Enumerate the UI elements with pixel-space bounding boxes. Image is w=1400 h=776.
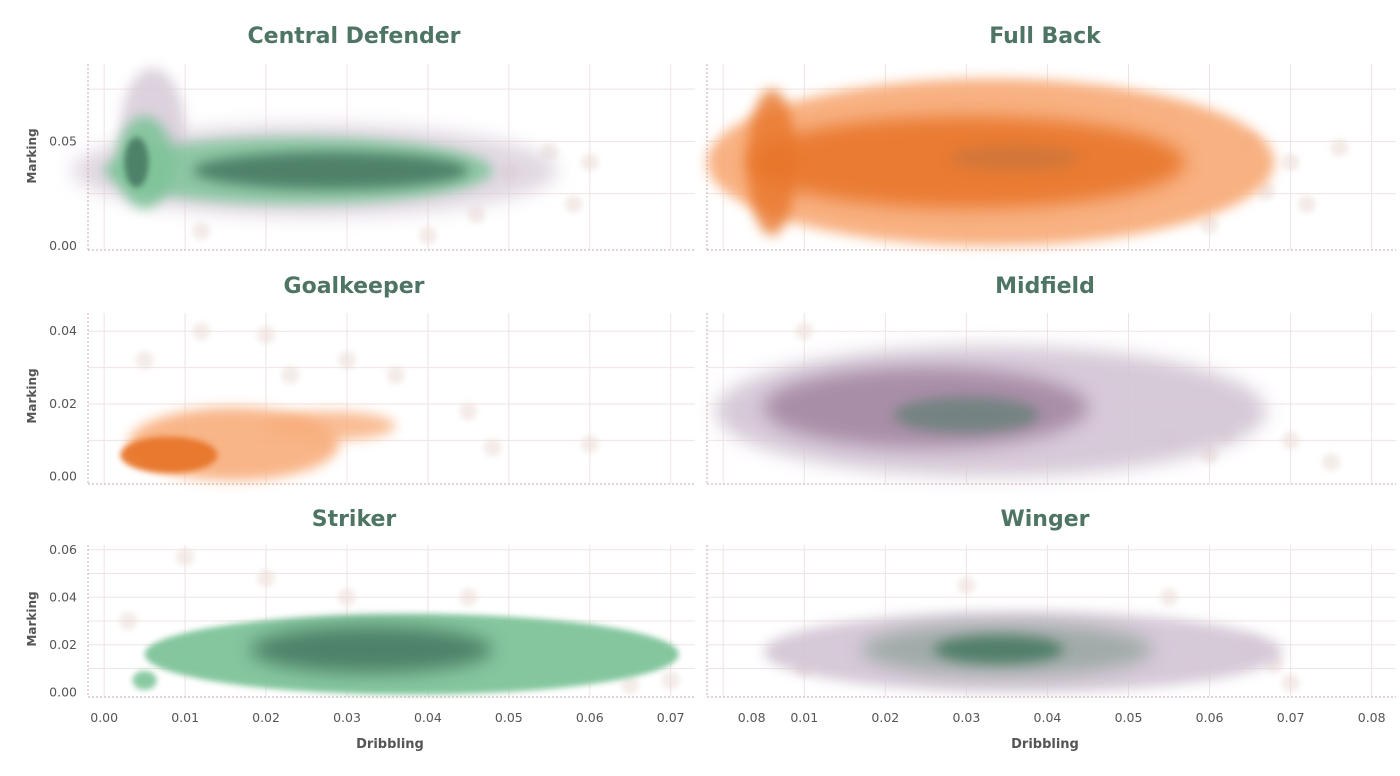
scatter-halo-point [257, 569, 276, 588]
scatter-halo-point [483, 438, 502, 457]
x-tick-label: 0.07 [657, 710, 685, 725]
panel-goalkeeper: 0.00 0.02 0.04 [49, 313, 695, 485]
x-tick-label: 0.05 [495, 710, 523, 725]
scatter-halo-point [580, 434, 599, 453]
scatter-halo-point [467, 205, 486, 224]
x-tick-label: 0.01 [171, 710, 199, 725]
scatter-halo-point [661, 671, 680, 690]
x-tick-label: 0.06 [576, 710, 604, 725]
chart-title-winger: Winger [1000, 507, 1090, 532]
panel-winger: 0.01 0.02 0.03 0.04 0.05 0.06 0.07 0.08 [706, 545, 1396, 725]
scatter-halo-point [119, 612, 138, 630]
scatter-halo-point [176, 547, 195, 566]
scatter-halo-point [386, 365, 405, 384]
scatter-halo-point [281, 365, 300, 384]
scatter-halo-point [257, 325, 276, 344]
x-tick-label: 0.04 [1034, 710, 1062, 725]
x-tick-label: 0.03 [333, 710, 361, 725]
density-cluster [120, 436, 218, 474]
density-cluster [124, 137, 149, 188]
y-tick-label: 0.04 [49, 323, 77, 338]
panel-midfield [706, 313, 1396, 485]
scatter-halo-point [1281, 153, 1300, 172]
density-cluster [193, 151, 469, 190]
density-cluster [249, 625, 493, 674]
scatter-halo-point [564, 195, 583, 214]
y-tick-label: 0.02 [49, 396, 77, 411]
x-tick-label: 0.02 [871, 710, 899, 725]
panel-striker: 0.00 0.02 0.04 0.06 0.00 0.01 0.02 0.03 0.04 0.05… [49, 542, 765, 725]
scatter-halo-point [1297, 195, 1316, 214]
x-axis-label-striker: Dribbling [356, 737, 424, 752]
x-tick-label: 0.08 [1358, 710, 1386, 725]
density-cluster [950, 145, 1080, 171]
density-cluster [132, 670, 157, 690]
density-cluster [266, 411, 396, 441]
scatter-halo-point [1160, 588, 1179, 607]
scatter-halo-point [1281, 673, 1300, 692]
scatter-halo-point [418, 226, 437, 245]
density-cluster [893, 396, 1040, 434]
scatter-halo-point [135, 351, 154, 370]
x-tick-label: 0.04 [414, 710, 442, 725]
chart-title-midfield: Midfield [995, 274, 1095, 299]
x-tick-label: 0.02 [252, 710, 280, 725]
scatter-halo-point [1322, 453, 1341, 472]
scatter-halo-point [192, 322, 211, 341]
density-cluster [747, 89, 797, 236]
y-tick-label: 0.02 [49, 637, 77, 652]
scatter-halo-point [1281, 431, 1300, 450]
scatter-halo-point [459, 402, 478, 421]
x-tick-label: 0.06 [1196, 710, 1224, 725]
scatter-halo-point [337, 351, 356, 370]
chart-title-full-back: Full Back [989, 24, 1101, 49]
chart-title-striker: Striker [311, 507, 397, 532]
chart-title-goalkeeper: Goalkeeper [283, 274, 425, 299]
x-tick-label: 0.03 [952, 710, 980, 725]
panel-central-defender: 0.00 0.05 [49, 64, 695, 253]
y-tick-label: 0.00 [49, 469, 77, 484]
scatter-halo-point [621, 676, 640, 695]
x-tick-label: 0.05 [1115, 710, 1143, 725]
density-cluster [933, 635, 1064, 664]
y-tick-label: 0.00 [49, 684, 77, 699]
x-tick-label: 0.01 [790, 710, 818, 725]
scatter-halo-point [580, 153, 599, 172]
x-tick-label: 0.07 [1277, 710, 1305, 725]
scatter-halo-point [957, 576, 976, 595]
y-tick-label: 0.04 [49, 589, 77, 604]
x-tick-label: 0.00 [90, 710, 118, 725]
panel-full-back [706, 64, 1396, 251]
scatter-halo-point [459, 588, 478, 607]
scatter-halo-point [795, 322, 814, 341]
scatter-halo-point [192, 222, 211, 241]
scatter-halo-point [1257, 182, 1276, 201]
scatter-halo-point [1200, 215, 1219, 234]
y-tick-label: 0.00 [49, 238, 77, 253]
y-tick-label: 0.06 [49, 542, 77, 557]
scatter-halo-point [1330, 138, 1349, 157]
chart-title-central-defender: Central Defender [247, 24, 461, 49]
scatter-halo-point [337, 588, 356, 607]
x-tick-label: 0.08 [738, 710, 766, 725]
x-axis-label-winger: Dribbling [1011, 737, 1079, 752]
y-tick-label: 0.05 [49, 133, 77, 148]
